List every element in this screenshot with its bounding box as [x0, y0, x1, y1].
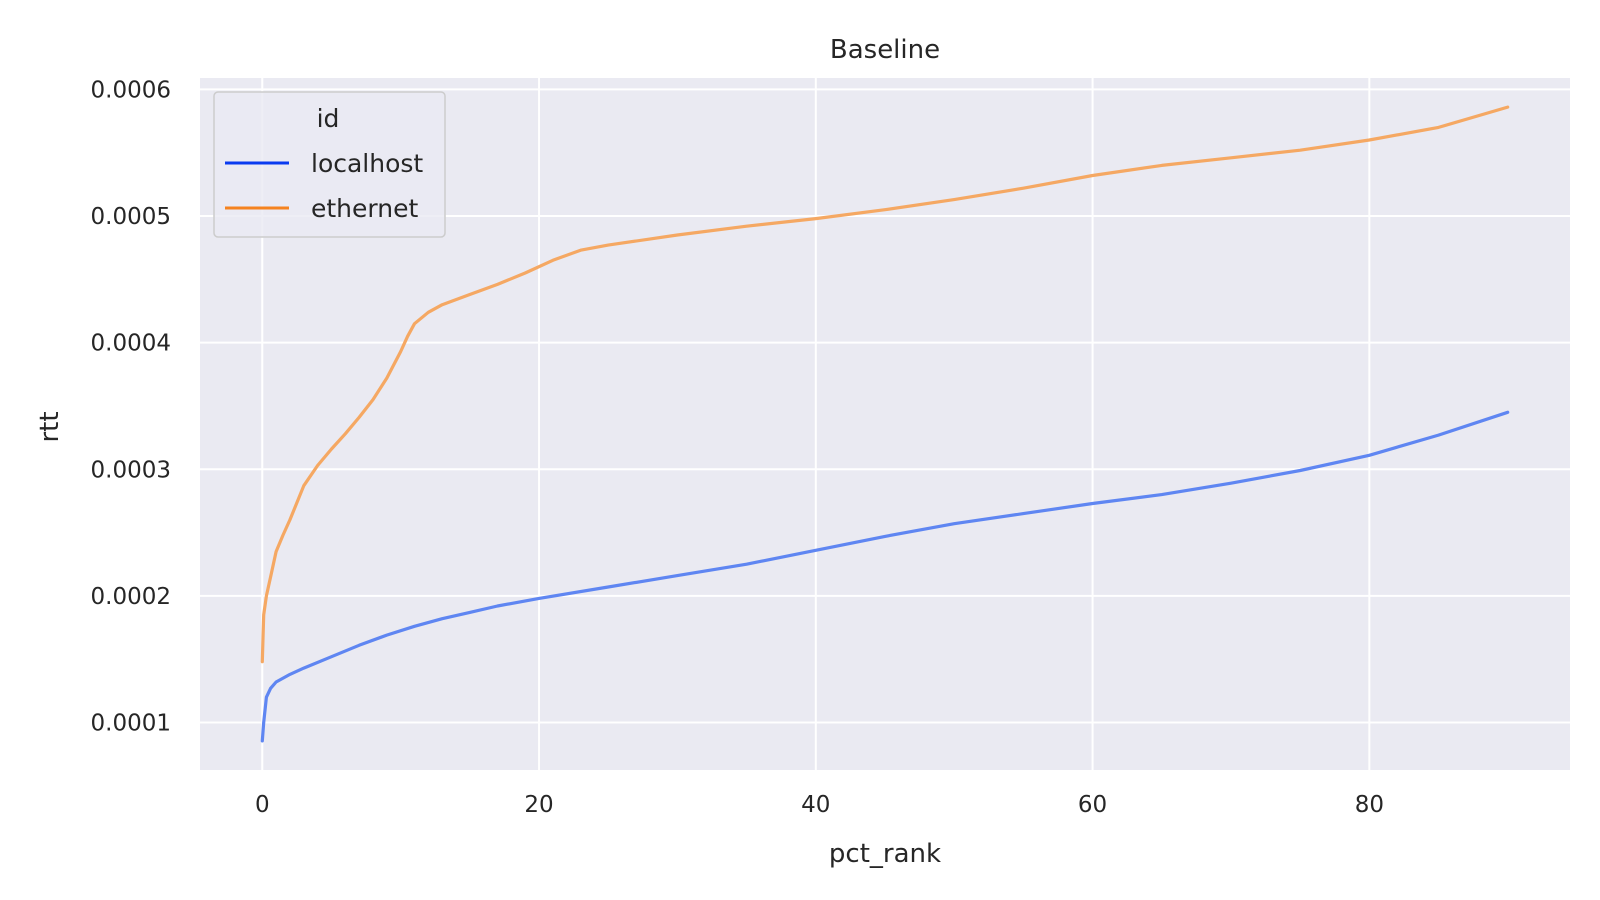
series-layer: [260, 105, 1510, 743]
x-tick-label: 80: [1355, 792, 1384, 818]
x-tick-label: 40: [801, 792, 830, 818]
x-tick-label: 20: [524, 792, 553, 818]
legend-label-localhost: localhost: [311, 149, 423, 178]
series-line-ethernet: [260, 105, 1510, 664]
y-tick-label: 0.0005: [91, 204, 171, 230]
legend: id localhost ethernet: [213, 91, 446, 238]
y-tick-labels: 0.0001 0.0002 0.0003 0.0004 0.0005 0.0006: [91, 77, 171, 736]
x-tick-labels: 0 20 40 60 80: [255, 792, 1384, 818]
y-tick-label: 0.0006: [91, 77, 171, 103]
y-tick-label: 0.0001: [91, 711, 171, 737]
x-axis-label: pct_rank: [829, 839, 941, 869]
y-tick-label: 0.0003: [91, 457, 171, 483]
y-tick-label: 0.0004: [91, 331, 171, 357]
legend-box: [213, 91, 446, 238]
y-tick-label: 0.0002: [91, 584, 171, 610]
x-tick-label: 0: [255, 792, 270, 818]
gridlines: [200, 78, 1570, 770]
x-tick-label: 60: [1078, 792, 1107, 818]
series-line-localhost: [260, 410, 1510, 743]
chart-title: Baseline: [830, 35, 940, 65]
legend-title: id: [317, 104, 340, 133]
legend-label-ethernet: ethernet: [311, 194, 418, 223]
y-axis-label: rtt: [35, 411, 65, 442]
